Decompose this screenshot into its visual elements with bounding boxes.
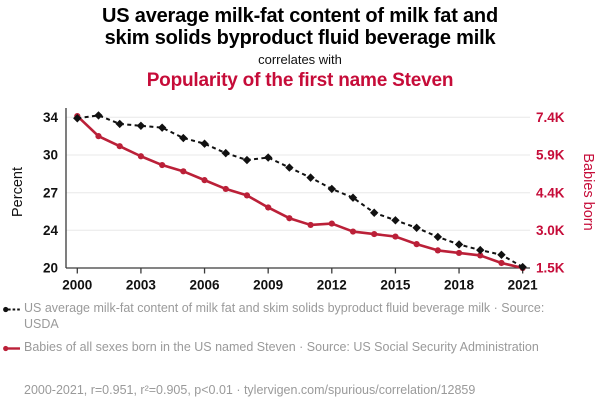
left-axis-title: Percent xyxy=(10,167,26,217)
data-point-steven xyxy=(265,204,272,211)
data-point-milk xyxy=(391,216,400,225)
left-tick-label: 30 xyxy=(43,148,58,163)
data-point-milk xyxy=(327,184,336,194)
data-point-milk xyxy=(412,223,421,232)
x-tick-label: 2009 xyxy=(253,278,283,293)
dashed-line-dot-icon xyxy=(3,306,20,313)
right-tick-label: 7.4K xyxy=(536,110,565,125)
data-point-milk xyxy=(157,123,167,132)
legend-label-milk: US average milk-fat content of milk fat … xyxy=(24,301,545,331)
data-point-milk xyxy=(497,250,506,260)
title-connector: correlates with xyxy=(258,52,342,67)
data-point-steven xyxy=(307,221,314,229)
data-point-steven xyxy=(328,220,335,227)
data-point-steven xyxy=(243,192,251,199)
x-tick-label: 2006 xyxy=(190,278,221,293)
data-point-steven xyxy=(180,168,187,175)
data-point-milk xyxy=(115,119,124,129)
right-axis-title: Babies born xyxy=(580,153,596,230)
chart-title-line1: US average milk-fat content of milk fat … xyxy=(102,5,498,27)
x-tick-label: 2000 xyxy=(62,278,92,293)
legend: US average milk-fat content of milk fat … xyxy=(3,301,595,364)
data-point-steven xyxy=(116,143,123,150)
x-tick-label: 2015 xyxy=(380,278,411,293)
chart-title: US average milk-fat content of milk fat … xyxy=(0,5,600,49)
title-block: US average milk-fat content of milk fat … xyxy=(0,5,600,92)
legend-item-milk: US average milk-fat content of milk fat … xyxy=(3,301,595,332)
x-tick-label: 2003 xyxy=(126,278,157,293)
solid-line-dot-icon xyxy=(3,345,20,352)
data-point-steven xyxy=(413,241,420,248)
left-tick-label: 27 xyxy=(43,185,58,200)
right-tick-label: 1.5K xyxy=(536,261,565,276)
x-tick-label: 2012 xyxy=(317,278,347,293)
right-tick-label: 3.0K xyxy=(536,223,565,238)
data-point-milk xyxy=(221,148,230,158)
data-point-steven xyxy=(349,228,357,235)
stats-citation: 2000-2021, r=0.951, r²=0.905, p<0.01 · t… xyxy=(24,383,476,397)
chart-title-line2: skim solids byproduct fluid beverage mil… xyxy=(104,27,496,49)
data-point-steven xyxy=(286,215,293,222)
data-point-milk xyxy=(263,153,273,162)
series-line-milk xyxy=(77,114,524,268)
data-point-milk xyxy=(94,111,103,120)
data-point-milk xyxy=(518,262,527,272)
data-point-steven xyxy=(137,153,145,160)
legend-label-steven: Babies of all sexes born in the US named… xyxy=(24,340,539,354)
data-point-steven xyxy=(392,233,399,240)
data-point-milk xyxy=(242,155,252,165)
data-point-steven xyxy=(95,133,102,140)
left-tick-label: 24 xyxy=(43,223,59,238)
left-tick-label: 20 xyxy=(43,261,58,276)
data-point-steven xyxy=(498,259,505,267)
legend-item-steven: Babies of all sexes born in the US named… xyxy=(3,340,595,356)
data-point-milk xyxy=(370,208,379,217)
data-point-milk xyxy=(200,139,209,148)
data-point-steven xyxy=(222,185,229,193)
x-tick-label: 2021 xyxy=(508,278,539,293)
data-point-milk xyxy=(136,121,146,130)
data-point-milk xyxy=(433,232,443,242)
data-point-milk xyxy=(73,114,82,123)
right-tick-label: 4.4K xyxy=(536,185,565,200)
data-point-steven xyxy=(477,252,484,259)
data-point-steven xyxy=(455,249,463,257)
data-point-milk xyxy=(285,163,294,172)
series-line-steven xyxy=(76,115,523,270)
left-tick-label: 34 xyxy=(43,110,59,125)
data-point-milk xyxy=(348,193,358,202)
data-point-milk xyxy=(306,173,315,182)
data-point-steven xyxy=(371,230,378,238)
x-tick-label: 2018 xyxy=(444,278,475,293)
data-point-steven xyxy=(201,177,208,184)
chart-subtitle: Popularity of the first name Steven xyxy=(146,70,454,91)
data-point-milk xyxy=(179,133,188,143)
data-point-steven xyxy=(434,247,441,254)
data-point-milk xyxy=(476,245,485,255)
data-point-milk xyxy=(454,240,464,249)
right-tick-label: 5.9K xyxy=(536,148,565,163)
data-point-steven xyxy=(159,161,166,169)
